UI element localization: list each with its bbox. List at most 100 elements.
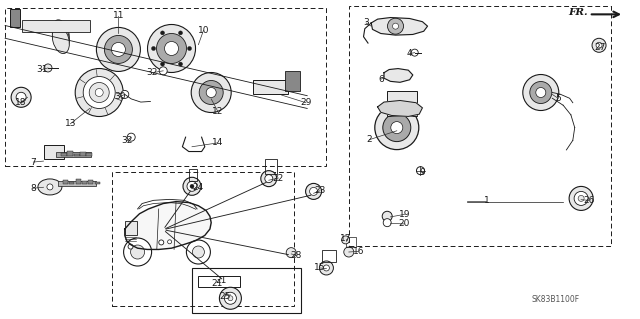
Circle shape xyxy=(412,49,418,56)
Circle shape xyxy=(310,187,317,196)
Text: 11: 11 xyxy=(113,11,124,20)
Text: 6: 6 xyxy=(379,75,384,84)
Text: 12: 12 xyxy=(212,107,223,115)
Circle shape xyxy=(574,191,588,205)
Circle shape xyxy=(76,69,123,116)
Text: 28: 28 xyxy=(291,251,302,260)
Bar xyxy=(80,152,86,156)
Circle shape xyxy=(536,87,546,98)
Circle shape xyxy=(265,174,273,183)
Bar xyxy=(387,92,417,116)
Circle shape xyxy=(89,83,109,102)
Bar xyxy=(189,169,197,181)
Circle shape xyxy=(199,80,223,105)
Bar xyxy=(74,154,79,156)
Circle shape xyxy=(16,92,26,102)
Bar xyxy=(86,153,92,156)
Ellipse shape xyxy=(38,179,62,195)
Bar xyxy=(10,9,20,27)
Bar xyxy=(265,159,277,174)
Circle shape xyxy=(159,67,167,75)
Bar xyxy=(22,20,90,32)
Text: 30: 30 xyxy=(115,92,126,101)
Bar xyxy=(112,172,294,306)
Circle shape xyxy=(104,35,132,63)
Text: 23: 23 xyxy=(314,186,326,195)
Circle shape xyxy=(375,106,419,150)
Circle shape xyxy=(286,248,296,258)
Text: 29: 29 xyxy=(300,98,312,107)
Text: 16: 16 xyxy=(353,247,364,256)
Circle shape xyxy=(344,247,354,257)
Text: 21: 21 xyxy=(215,276,227,285)
Circle shape xyxy=(95,88,103,97)
Circle shape xyxy=(261,171,277,187)
Bar xyxy=(198,276,240,287)
Text: FR.: FR. xyxy=(568,8,588,17)
Bar xyxy=(88,180,93,184)
Text: 27: 27 xyxy=(595,43,606,52)
Bar xyxy=(61,153,67,156)
Circle shape xyxy=(161,62,164,66)
Circle shape xyxy=(164,41,179,56)
Circle shape xyxy=(187,181,197,191)
Text: 18: 18 xyxy=(15,98,27,107)
Circle shape xyxy=(530,82,552,103)
Circle shape xyxy=(111,42,125,56)
Text: 22: 22 xyxy=(273,174,284,182)
Circle shape xyxy=(323,265,330,271)
Circle shape xyxy=(83,77,115,108)
Circle shape xyxy=(190,184,194,188)
Circle shape xyxy=(186,240,211,264)
Bar xyxy=(285,71,300,91)
Bar xyxy=(58,181,95,186)
Bar xyxy=(63,180,68,184)
Text: 14: 14 xyxy=(212,138,223,147)
Circle shape xyxy=(596,42,602,48)
Text: 2: 2 xyxy=(367,135,372,144)
Text: 3: 3 xyxy=(364,19,369,27)
Circle shape xyxy=(179,62,182,66)
Text: 17: 17 xyxy=(340,234,351,243)
Circle shape xyxy=(391,122,403,134)
Circle shape xyxy=(97,27,140,71)
Circle shape xyxy=(578,196,584,201)
Circle shape xyxy=(124,238,152,266)
Circle shape xyxy=(127,133,135,141)
Text: 7: 7 xyxy=(31,158,36,167)
Circle shape xyxy=(382,211,392,221)
Text: 10: 10 xyxy=(198,26,209,35)
Text: 9: 9 xyxy=(420,168,425,177)
Bar xyxy=(82,182,87,184)
Circle shape xyxy=(159,240,164,245)
Text: 20: 20 xyxy=(399,219,410,228)
Circle shape xyxy=(128,244,133,249)
Circle shape xyxy=(306,183,322,199)
Circle shape xyxy=(569,186,593,211)
Ellipse shape xyxy=(52,23,69,50)
Bar xyxy=(69,182,74,184)
Bar xyxy=(253,80,288,94)
Circle shape xyxy=(523,75,559,110)
Circle shape xyxy=(11,87,31,107)
Bar xyxy=(5,8,326,166)
Circle shape xyxy=(383,114,411,142)
Text: 19: 19 xyxy=(399,210,410,219)
Circle shape xyxy=(121,90,129,99)
Text: 4: 4 xyxy=(407,49,412,58)
Circle shape xyxy=(220,287,241,309)
Bar xyxy=(346,237,356,247)
Text: SK83B1100F: SK83B1100F xyxy=(531,295,580,304)
Circle shape xyxy=(161,31,164,35)
Circle shape xyxy=(392,23,399,29)
Circle shape xyxy=(342,236,349,244)
Circle shape xyxy=(44,64,52,72)
Ellipse shape xyxy=(52,26,69,54)
Circle shape xyxy=(168,240,172,244)
Circle shape xyxy=(47,184,53,190)
Circle shape xyxy=(183,177,201,195)
Text: 25: 25 xyxy=(220,292,231,300)
Bar xyxy=(95,182,100,184)
Bar xyxy=(67,151,73,156)
Circle shape xyxy=(188,47,191,50)
